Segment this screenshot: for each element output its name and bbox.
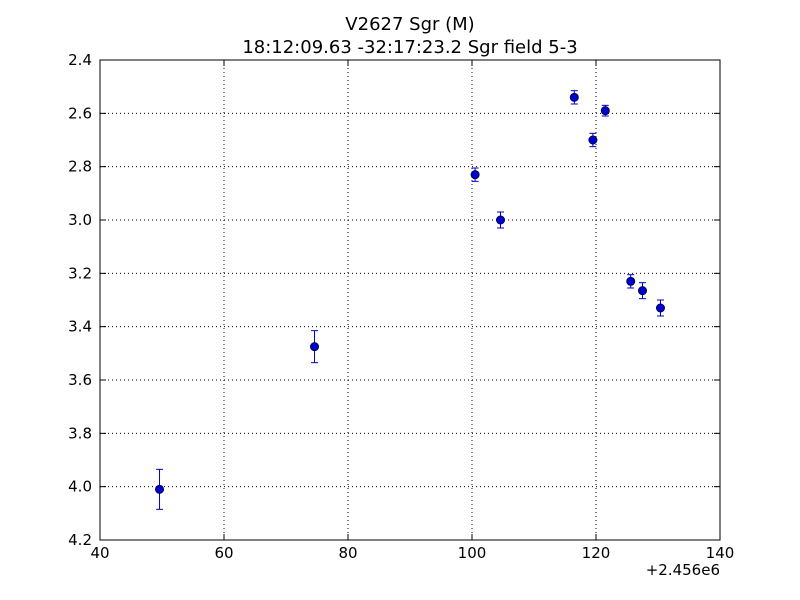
point-marker xyxy=(637,286,647,296)
point-marker xyxy=(155,484,165,494)
y-tick-label: 4.0 xyxy=(68,478,92,496)
data-points xyxy=(155,90,665,510)
x-tick-label: 80 xyxy=(338,544,357,562)
x-tick-label: 140 xyxy=(706,544,735,562)
data-point xyxy=(310,330,320,364)
x-tick-label: 40 xyxy=(90,544,109,562)
point-marker xyxy=(600,106,610,116)
point-marker xyxy=(588,135,598,145)
y-tick-label: 2.8 xyxy=(68,158,92,176)
data-point xyxy=(600,104,610,117)
plot-frame xyxy=(99,59,721,541)
data-point xyxy=(496,211,506,229)
y-tick-label: 4.2 xyxy=(68,531,92,549)
data-point xyxy=(655,299,665,317)
y-axis-ticks: 2.4 2.6 2.8 3.0 3.2 3.4 3.6 3.8 4.0 4.2 xyxy=(68,51,720,549)
data-point xyxy=(470,167,480,182)
x-tick-label: 120 xyxy=(582,544,611,562)
data-point xyxy=(155,468,165,510)
x-offset-label: +2.456e6 xyxy=(646,561,720,579)
y-tick-label: 3.6 xyxy=(68,371,92,389)
data-point xyxy=(637,282,647,300)
x-axis-ticks: 40 60 80 100 120 140 xyxy=(90,60,734,562)
point-marker xyxy=(496,215,506,225)
data-point xyxy=(588,132,598,148)
y-tick-label: 3.2 xyxy=(68,264,92,282)
chart-subtitle: 18:12:09.63 -32:17:23.2 Sgr field 5-3 xyxy=(242,37,577,58)
y-tick-label: 3.0 xyxy=(68,211,92,229)
y-tick-label: 2.4 xyxy=(68,51,92,69)
x-tick-label: 100 xyxy=(458,544,487,562)
point-marker xyxy=(569,92,579,102)
x-tick-label: 60 xyxy=(214,544,233,562)
y-tick-label: 3.4 xyxy=(68,318,92,336)
point-marker xyxy=(470,170,480,180)
point-marker xyxy=(310,342,320,352)
grid-lines xyxy=(100,60,720,540)
chart-title: V2627 Sgr (M) xyxy=(345,14,474,35)
data-point xyxy=(569,90,579,105)
y-tick-label: 3.8 xyxy=(68,424,92,442)
y-tick-label: 2.6 xyxy=(68,104,92,122)
point-marker xyxy=(626,276,636,286)
data-point xyxy=(626,274,636,289)
point-marker xyxy=(655,303,665,313)
